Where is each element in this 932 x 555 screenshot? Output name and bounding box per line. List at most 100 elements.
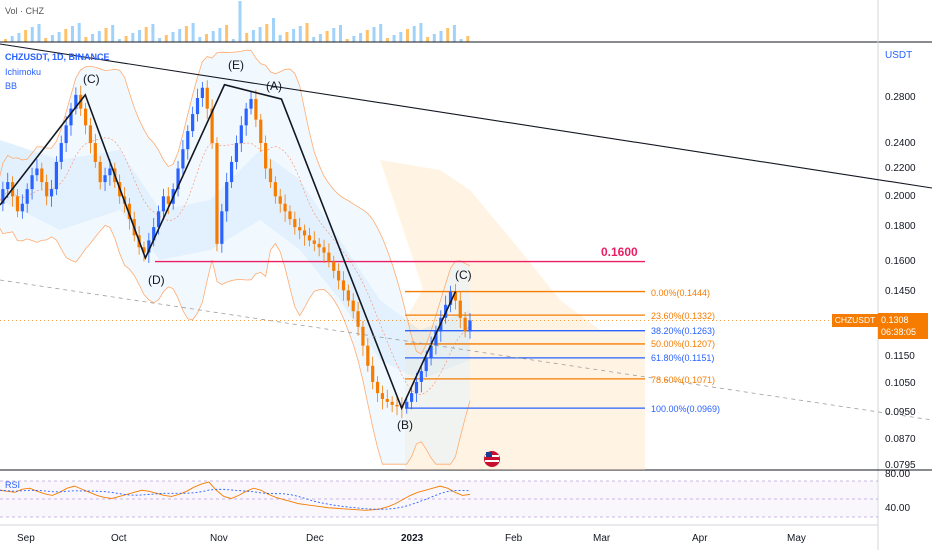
candle-body: [380, 393, 385, 399]
volume-bar: [178, 29, 182, 42]
volume-bar: [318, 34, 322, 42]
candle-body: [429, 345, 433, 359]
candle-body: [152, 227, 156, 241]
us-flag-icon[interactable]: [484, 451, 500, 467]
volume-bar: [265, 24, 269, 42]
candle-body: [93, 143, 97, 162]
y-tick: 0.1450: [885, 286, 916, 297]
volume-bar: [91, 34, 95, 42]
symbol-price-tag: CHZUSDT: [832, 314, 878, 327]
indicator-ichimoku[interactable]: Ichimoku: [5, 67, 42, 77]
volume-bar: [352, 36, 356, 42]
volume-bar: [372, 27, 376, 42]
y-tick: 0.1600: [885, 256, 916, 267]
wave-label-b: (B): [397, 418, 413, 432]
volume-bar: [77, 23, 81, 42]
volume-bar: [292, 29, 296, 42]
volume-bar: [111, 25, 115, 42]
volume-bar: [97, 31, 101, 42]
candle-body: [458, 300, 462, 318]
y-tick: 0.0950: [885, 407, 916, 418]
wave-label-d: (D): [148, 273, 165, 287]
volume-bar: [298, 26, 302, 42]
candle-body: [371, 365, 375, 382]
fib-label-786: 78.60%(0.1071): [651, 375, 716, 385]
volume-bar: [459, 39, 463, 42]
candle-body: [351, 300, 355, 312]
fib-label-100: 100.00%(0.0969): [651, 404, 721, 414]
volume-bar: [325, 31, 329, 42]
volume-bar: [379, 24, 383, 42]
candle-body: [375, 381, 380, 394]
volume-bar: [50, 35, 54, 42]
dashed-trendline: [0, 279, 932, 421]
candle-body: [45, 182, 49, 197]
candle-body: [424, 358, 428, 372]
candle-body: [317, 243, 321, 248]
wave-label-a: (A): [266, 79, 282, 93]
candle-body: [385, 398, 389, 402]
candle-body: [249, 99, 253, 109]
candle-body: [259, 119, 263, 144]
candle-body: [302, 230, 307, 236]
volume-bar: [184, 26, 188, 42]
countdown: 06:38:05: [881, 327, 917, 337]
candle-body: [229, 161, 234, 183]
volume-bar: [305, 23, 309, 42]
fib-label-50: 50.00%(0.1207): [651, 339, 716, 349]
wave-label-c1: (C): [83, 72, 100, 86]
volume-bar: [258, 27, 262, 42]
candle-body: [463, 317, 467, 332]
volume-bar: [385, 38, 389, 42]
candle-body: [25, 189, 29, 204]
bb-lower: [0, 224, 471, 465]
candle-body: [127, 203, 131, 220]
wave-path: [0, 83, 457, 411]
volume-bar: [44, 38, 48, 42]
volume-bar: [285, 32, 289, 42]
volume-bar: [412, 26, 416, 42]
x-tick: Dec: [306, 533, 324, 544]
x-tick: Mar: [593, 533, 611, 544]
volume-bar: [312, 37, 316, 42]
x-tick: May: [787, 533, 806, 544]
candle-body: [142, 247, 146, 253]
candle-body: [361, 326, 365, 346]
indicator-bb[interactable]: BB: [5, 81, 18, 91]
candle-body: [59, 143, 63, 162]
y-tick: 0.2200: [885, 163, 916, 174]
candle-body: [161, 196, 166, 212]
candle-body: [20, 203, 24, 212]
volume-bar: [211, 31, 215, 42]
volume-bar: [225, 25, 229, 42]
candle-body: [176, 168, 180, 190]
candle-body: [234, 143, 239, 162]
y-tick: 0.2000: [885, 191, 916, 202]
candle-body: [83, 108, 88, 126]
fib-label-382: 38.20%(0.1263): [651, 326, 716, 336]
candle-body: [307, 235, 312, 241]
candle-body: [30, 175, 34, 190]
volume-bar: [359, 33, 363, 42]
candle-body: [108, 168, 112, 176]
x-tick: Oct: [111, 533, 127, 544]
candle-body: [210, 108, 214, 144]
volume-bar: [4, 39, 7, 42]
volume-bar: [10, 36, 14, 42]
candle-body: [341, 280, 346, 291]
symbol-info[interactable]: CHZUSDT, 1D, BINANCE: [5, 52, 110, 62]
trendlines: [0, 43, 932, 421]
y-tick: 0.0795: [885, 460, 916, 471]
volume-bar: [24, 30, 28, 42]
rsi-label[interactable]: RSI: [5, 480, 21, 490]
candle-body: [414, 381, 419, 394]
candlesticks: [1, 80, 472, 419]
candle-body: [434, 331, 438, 346]
volume-bar: [466, 36, 470, 42]
candle-body: [40, 168, 44, 183]
candle-body: [346, 290, 350, 301]
volume-bar: [158, 38, 162, 42]
volume-bar: [432, 34, 436, 42]
